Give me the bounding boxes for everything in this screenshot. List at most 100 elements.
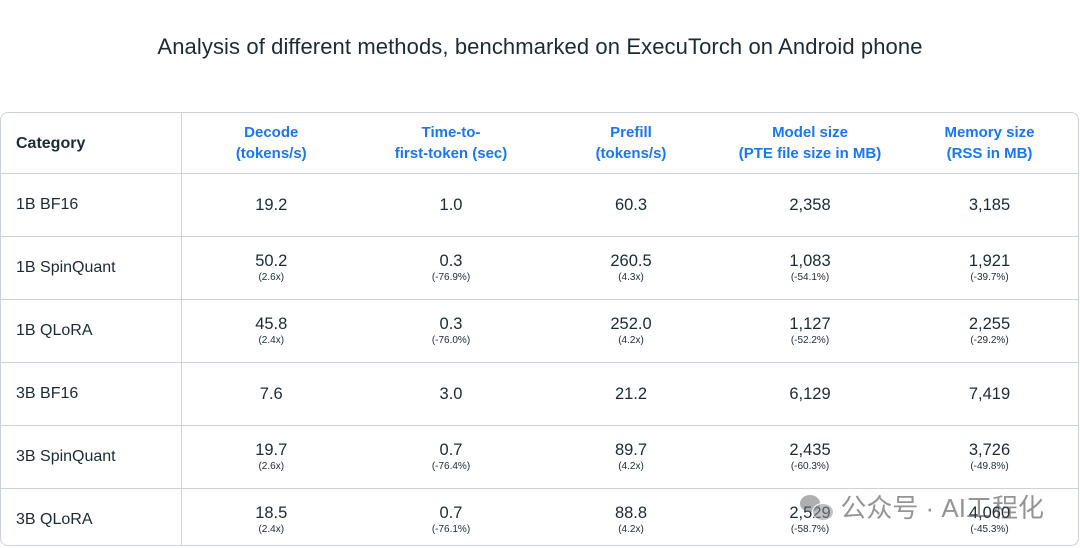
cell-value: 6,129 bbox=[789, 384, 831, 403]
cell-change: (4.3x) bbox=[618, 271, 644, 283]
table-cell: 0.7 (-76.4%) bbox=[361, 425, 541, 489]
cell-value: 1,127 bbox=[789, 314, 831, 333]
cell-value: 7.6 bbox=[259, 384, 283, 403]
cell-change: (4.2x) bbox=[618, 334, 644, 346]
table-cell: 2,358 bbox=[721, 173, 899, 237]
column-header-model-size: Model size (PTE file size in MB) bbox=[721, 113, 899, 174]
table-cell: 45.8 (2.4x) bbox=[181, 299, 361, 363]
table-cell: 0.3 (-76.0%) bbox=[361, 299, 541, 363]
table-cell: 89.7 (4.2x) bbox=[541, 425, 721, 489]
cell-change: (-29.2%) bbox=[970, 334, 1009, 346]
cell-value: 50.2 bbox=[255, 251, 288, 270]
cell-value: 2,529 bbox=[789, 503, 831, 522]
column-header-unit: (RSS in MB) bbox=[946, 145, 1033, 162]
cell-value: 260.5 bbox=[610, 251, 652, 270]
table-cell: 3,185 bbox=[899, 173, 1078, 237]
cell-value: 2,435 bbox=[789, 440, 831, 459]
table-cell: 2,255 (-29.2%) bbox=[899, 299, 1078, 363]
column-header-label: Category bbox=[16, 134, 86, 152]
cell-change: (-58.7%) bbox=[790, 523, 830, 535]
cell-change: (-76.1%) bbox=[431, 523, 471, 535]
table-cell: 1,921 (-39.7%) bbox=[899, 236, 1078, 300]
cell-value: 4,060 bbox=[968, 503, 1011, 522]
column-header-time-to-first-token: Time-to- first-token (sec) bbox=[361, 113, 541, 174]
cell-value: 1,083 bbox=[789, 251, 831, 270]
cell-change: (-52.2%) bbox=[790, 334, 830, 346]
cell-value: 3,726 bbox=[968, 440, 1011, 459]
cell-change: (-60.3%) bbox=[790, 460, 830, 472]
cell-value: 89.7 bbox=[614, 440, 648, 459]
table-header-row: Category Decode (tokens/s) Time-to- firs… bbox=[1, 113, 1078, 174]
table-cell: 7.6 bbox=[181, 362, 361, 426]
table-row: 3B QLoRA 18.5 (2.4x) 0.7 (-76.1%) 88.8 (4.2x) 2… bbox=[1, 488, 1078, 546]
cell-change: (-45.3%) bbox=[970, 523, 1009, 535]
cell-change: (-49.8%) bbox=[970, 460, 1009, 472]
column-header-label: Time-to- bbox=[421, 124, 481, 141]
cell-change: (-76.4%) bbox=[431, 460, 471, 472]
chart-title: Analysis of different methods, benchmark… bbox=[157, 34, 923, 59]
table-cell: 19.7 (2.6x) bbox=[181, 425, 361, 489]
table-cell: 0.3 (-76.9%) bbox=[361, 236, 541, 300]
cell-change: (2.4x) bbox=[258, 334, 285, 346]
table-row: 3B BF16 7.6 3.0 21.2 6,129 7,419 bbox=[1, 362, 1078, 426]
table-row: 3B SpinQuant 19.7 (2.6x) 0.7 (-76.4%) 89.7 (4.… bbox=[1, 425, 1078, 489]
table-cell: 50.2 (2.6x) bbox=[181, 236, 361, 300]
cell-value: 2,358 bbox=[789, 195, 831, 214]
cell-value: 3.0 bbox=[439, 384, 463, 403]
cell-value: 252.0 bbox=[610, 314, 652, 333]
row-category: 1B QLoRA bbox=[1, 299, 182, 363]
cell-change: (-76.9%) bbox=[431, 271, 471, 283]
row-category: 3B QLoRA bbox=[1, 488, 182, 545]
table-cell: 0.7 (-76.1%) bbox=[361, 489, 541, 546]
table-cell: 18.5 (2.4x) bbox=[181, 489, 361, 546]
cell-value: 21.2 bbox=[614, 384, 648, 403]
column-header-label: Prefill bbox=[610, 124, 652, 141]
cell-value: 0.7 bbox=[439, 440, 463, 459]
row-category: 1B SpinQuant bbox=[1, 236, 182, 300]
table-cell: 1.0 bbox=[361, 173, 541, 237]
table-row: 1B SpinQuant 50.2 (2.6x) 0.3 (-76.9%) 260.5 (4… bbox=[1, 236, 1078, 300]
table-cell: 21.2 bbox=[541, 362, 721, 426]
cell-value: 19.2 bbox=[255, 195, 288, 214]
cell-value: 0.3 bbox=[439, 251, 463, 270]
cell-value: 1.0 bbox=[439, 195, 463, 214]
column-header-unit: first-token (sec) bbox=[394, 145, 508, 162]
table-row: 1B BF16 19.2 1.0 60.3 2,358 3,185 bbox=[1, 173, 1078, 237]
cell-value: 7,419 bbox=[968, 384, 1011, 403]
table-cell: 1,083 (-54.1%) bbox=[721, 236, 899, 300]
table-cell: 4,060 (-45.3%) bbox=[899, 489, 1078, 546]
cell-change: (-39.7%) bbox=[970, 271, 1009, 283]
row-category: 3B SpinQuant bbox=[1, 425, 182, 489]
table-cell: 260.5 (4.3x) bbox=[541, 236, 721, 300]
table-cell: 1,127 (-52.2%) bbox=[721, 299, 899, 363]
column-header-unit: (PTE file size in MB) bbox=[738, 145, 882, 162]
cell-value: 60.3 bbox=[614, 195, 648, 214]
table-cell: 6,129 bbox=[721, 362, 899, 426]
cell-change: (-54.1%) bbox=[790, 271, 830, 283]
column-header-decode: Decode (tokens/s) bbox=[181, 113, 361, 174]
cell-change: (2.6x) bbox=[258, 271, 285, 283]
row-category: 3B BF16 bbox=[1, 362, 182, 426]
table-cell: 3,726 (-49.8%) bbox=[899, 425, 1078, 489]
column-header-unit: (tokens/s) bbox=[235, 145, 307, 162]
table-row: 1B QLoRA 45.8 (2.4x) 0.3 (-76.0%) 252.0 (4.2x)… bbox=[1, 299, 1078, 363]
benchmark-table: Category Decode (tokens/s) Time-to- firs… bbox=[1, 113, 1078, 546]
table-cell: 88.8 (4.2x) bbox=[541, 489, 721, 546]
table-cell: 19.2 bbox=[181, 173, 361, 237]
table-cell: 2,435 (-60.3%) bbox=[721, 425, 899, 489]
cell-value: 0.7 bbox=[439, 503, 463, 522]
table-cell: 7,419 bbox=[899, 362, 1078, 426]
column-header-memory-size: Memory size (RSS in MB) bbox=[899, 113, 1078, 174]
column-header-label: Decode bbox=[244, 124, 299, 141]
cell-value: 2,255 bbox=[968, 314, 1011, 333]
cell-value: 18.5 bbox=[255, 503, 288, 522]
table-cell: 2,529 (-58.7%) bbox=[721, 489, 899, 546]
benchmark-table-container: Category Decode (tokens/s) Time-to- firs… bbox=[0, 112, 1079, 546]
cell-change: (-76.0%) bbox=[431, 334, 471, 346]
cell-change: (2.4x) bbox=[258, 523, 285, 535]
cell-value: 0.3 bbox=[439, 314, 463, 333]
column-header-label: Memory size bbox=[944, 124, 1035, 141]
column-header-label: Model size bbox=[772, 124, 848, 141]
column-header-unit: (tokens/s) bbox=[595, 145, 667, 162]
row-category: 1B BF16 bbox=[1, 173, 182, 237]
